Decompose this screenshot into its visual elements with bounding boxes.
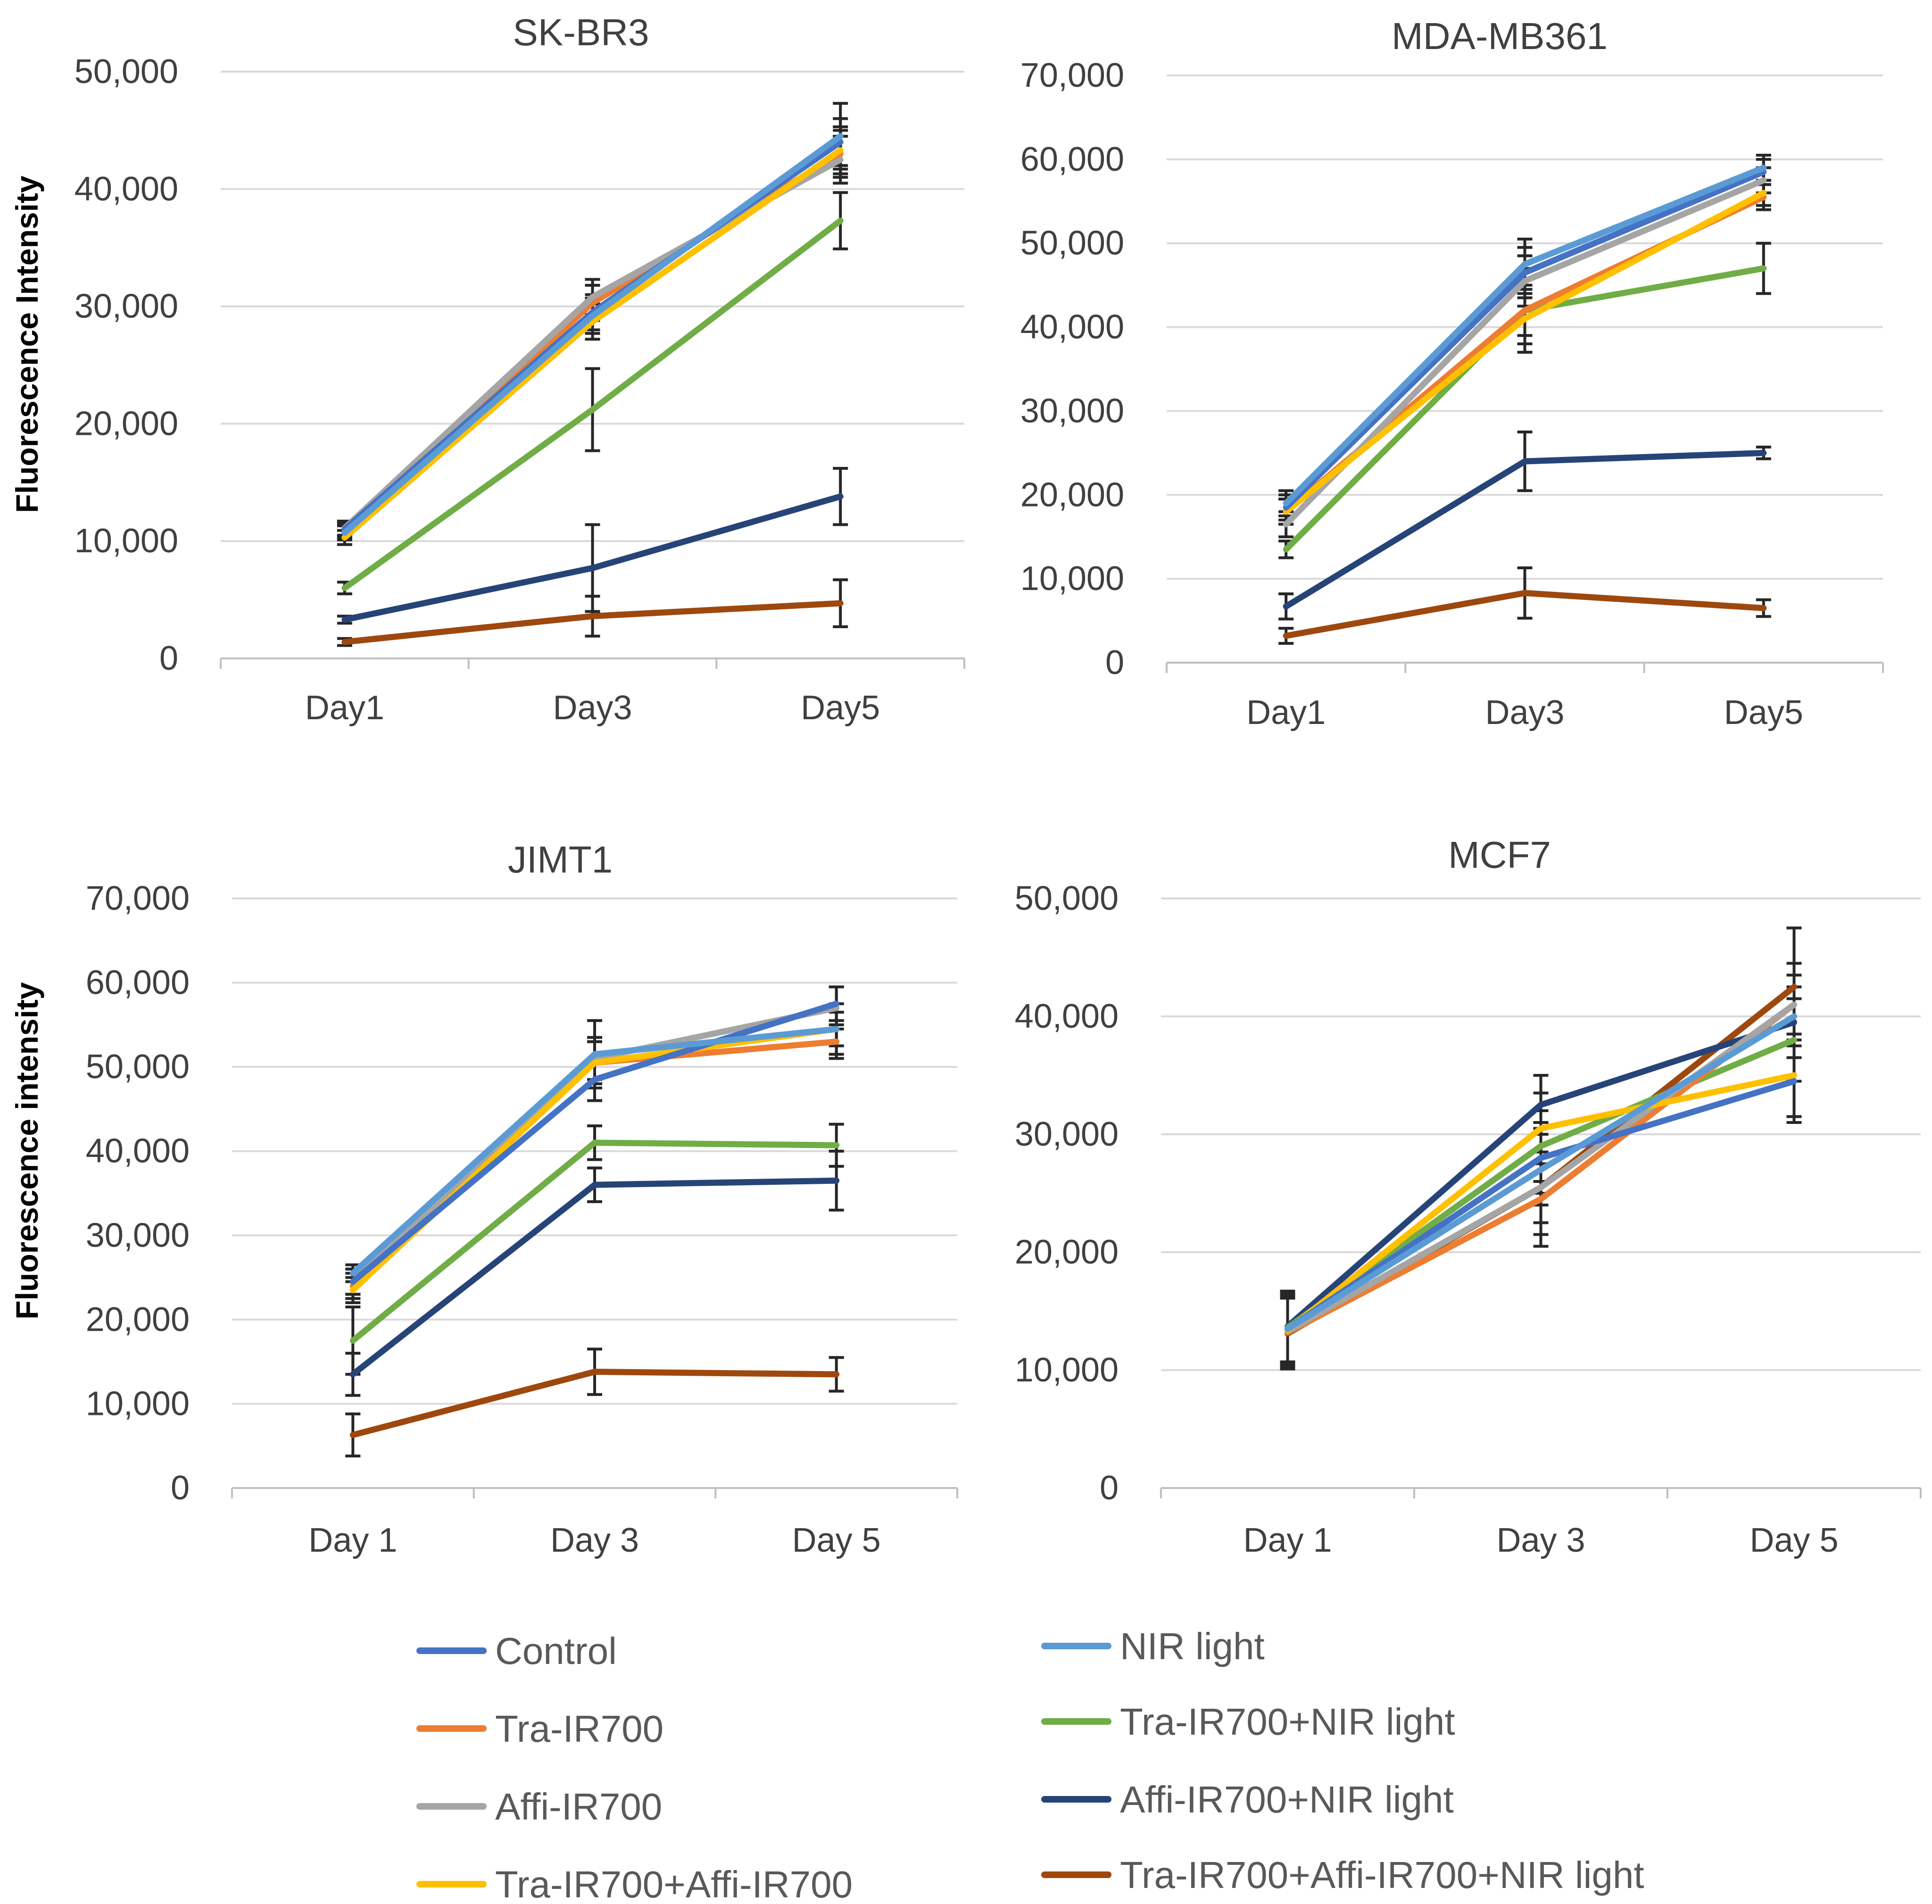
y-tick-label: 40,000 (1015, 998, 1119, 1035)
y-tick-label: 60,000 (1020, 141, 1124, 178)
series-line-control (1283, 169, 1767, 511)
y-tick-label: 20,000 (86, 1301, 190, 1339)
series-line-nir_light (1283, 165, 1767, 507)
series-lines (1283, 165, 1767, 639)
y-tick-label: 10,000 (1015, 1351, 1119, 1389)
y-tick-label: 40,000 (86, 1132, 190, 1170)
series-line-tra_affi_nir (341, 600, 844, 645)
series-line-affi_ir700_nir (1285, 1019, 1797, 1330)
x-tick-label: Day1 (305, 689, 384, 727)
series-line-affi_ir700_nir (341, 493, 844, 623)
y-tick-label: 10,000 (75, 522, 178, 560)
series-lines (341, 133, 844, 645)
x-tick-label: Day3 (553, 689, 632, 727)
y-tick-label: 30,000 (86, 1216, 190, 1254)
series-line-nir_light (1285, 1013, 1797, 1332)
legend-item-tra_ir700: Tra-IR700 (416, 1708, 663, 1750)
y-tick-label: 50,000 (86, 1048, 190, 1086)
x-tick-label: Day 5 (792, 1522, 881, 1559)
legend-label: Tra-IR700+Affi-IR700 (495, 1863, 853, 1904)
series-line-tra_affi_nir (349, 1369, 840, 1438)
chart-title: JIMT1 (508, 839, 613, 881)
series-line-tra_affi (1285, 1072, 1797, 1333)
legend-label: Affi-IR700+NIR light (1120, 1779, 1454, 1821)
legend-item-tra_affi: Tra-IR700+Affi-IR700 (416, 1863, 853, 1904)
y-tick-label: 60,000 (86, 964, 190, 1002)
x-tick-label: Day 1 (308, 1522, 397, 1559)
legend-item-tra_ir700_nir: Tra-IR700+NIR light (1041, 1701, 1455, 1743)
x-tick-label: Day 5 (1750, 1522, 1838, 1559)
y-axis-title: Fluorescence intensity (9, 982, 44, 1320)
x-tick-label: Day 1 (1243, 1522, 1332, 1559)
y-tick-label: 20,000 (1020, 476, 1124, 514)
x-tick-label: Day3 (1485, 694, 1564, 732)
series-line-tra_ir700_nir (349, 1139, 840, 1344)
y-tick-label: 0 (171, 1469, 190, 1507)
legend-label: Tra-IR700+NIR light (1120, 1701, 1455, 1743)
y-tick-label: 20,000 (1015, 1233, 1119, 1271)
x-tick-label: Day 3 (550, 1522, 639, 1559)
legend-item-affi_ir700_nir: Affi-IR700+NIR light (1041, 1779, 1454, 1821)
charts-group: 0 10,000 20,000 30,000 40,000 50,000 Day1 Day3 D… (9, 11, 1922, 1559)
chart-3: 0 10,000 20,000 30,000 40,000 50,000 Day 1 Day … (1015, 834, 1922, 1559)
legend-label: Affi-IR700 (495, 1786, 662, 1828)
legend-item-control: Control (416, 1630, 617, 1672)
series-line-tra_ir700_nir (341, 217, 844, 591)
y-tick-label: 70,000 (1020, 57, 1124, 94)
series-line-affi_ir700_nir (349, 1177, 840, 1378)
y-tick-label: 30,000 (1015, 1115, 1119, 1153)
series-lines (349, 1000, 840, 1438)
y-tick-label: 0 (1100, 1469, 1119, 1507)
legend-label: Control (495, 1630, 617, 1672)
chart-title: SK-BR3 (513, 11, 649, 53)
chart-title: MCF7 (1448, 834, 1551, 876)
y-tick-label: 40,000 (1020, 308, 1124, 346)
y-tick-label: 50,000 (75, 53, 178, 91)
series-line-nir_light (341, 133, 844, 536)
legend-label: Tra-IR700 (495, 1708, 663, 1750)
chart-2: 0 10,000 20,000 30,000 40,000 50,000 60,000 70,… (9, 839, 958, 1559)
series-line-tra_ir700_nir (1285, 1037, 1797, 1331)
chart-1: 0 10,000 20,000 30,000 40,000 50,000 60,000 70,… (1020, 15, 1884, 732)
chart-0: 0 10,000 20,000 30,000 40,000 50,000 Day1 Day3 D… (9, 11, 965, 727)
series-line-nir_light (349, 1026, 840, 1277)
x-tick-label: Day1 (1246, 694, 1326, 732)
legend-item-tra_affi_nir: Tra-IR700+Affi-IR700+NIR light (1041, 1854, 1644, 1896)
legend-item-affi_ir700: Affi-IR700 (416, 1786, 662, 1828)
legend-label: Tra-IR700+Affi-IR700+NIR light (1120, 1854, 1644, 1896)
series-line-affi_ir700_nir (1283, 449, 1767, 610)
y-tick-label: 40,000 (75, 170, 178, 208)
legend-label: NIR light (1120, 1625, 1265, 1667)
series-line-control (1285, 1078, 1797, 1332)
legend: Control Tra-IR700 Affi-IR700 Tra-IR700+Affi… (416, 1625, 1644, 1904)
series-line-tra_affi (1283, 190, 1767, 515)
x-tick-label: Day 3 (1496, 1522, 1585, 1559)
y-tick-label: 20,000 (75, 405, 178, 442)
x-tick-label: Day5 (801, 689, 880, 727)
x-tick-label: Day5 (1724, 694, 1803, 732)
y-tick-label: 50,000 (1015, 880, 1119, 917)
y-tick-label: 0 (1105, 644, 1124, 682)
legend-item-nir_light: NIR light (1041, 1625, 1265, 1667)
y-tick-label: 0 (159, 640, 178, 677)
y-tick-label: 50,000 (1020, 224, 1124, 262)
y-tick-label: 30,000 (75, 288, 178, 325)
y-axis-title: Fluorescence Intensity (9, 175, 44, 513)
y-tick-label: 10,000 (1020, 560, 1124, 598)
y-tick-label: 30,000 (1020, 392, 1124, 430)
chart-title: MDA-MB361 (1392, 15, 1608, 57)
series-line-control (349, 1000, 840, 1285)
series-line-tra_affi_nir (1283, 590, 1767, 639)
y-tick-label: 70,000 (86, 880, 190, 917)
series-lines (1285, 984, 1797, 1337)
series-line-affi_ir700 (1283, 177, 1767, 528)
y-tick-label: 10,000 (86, 1385, 190, 1422)
series-line-affi_ir700 (349, 1005, 840, 1285)
series-line-tra_affi (341, 147, 844, 541)
